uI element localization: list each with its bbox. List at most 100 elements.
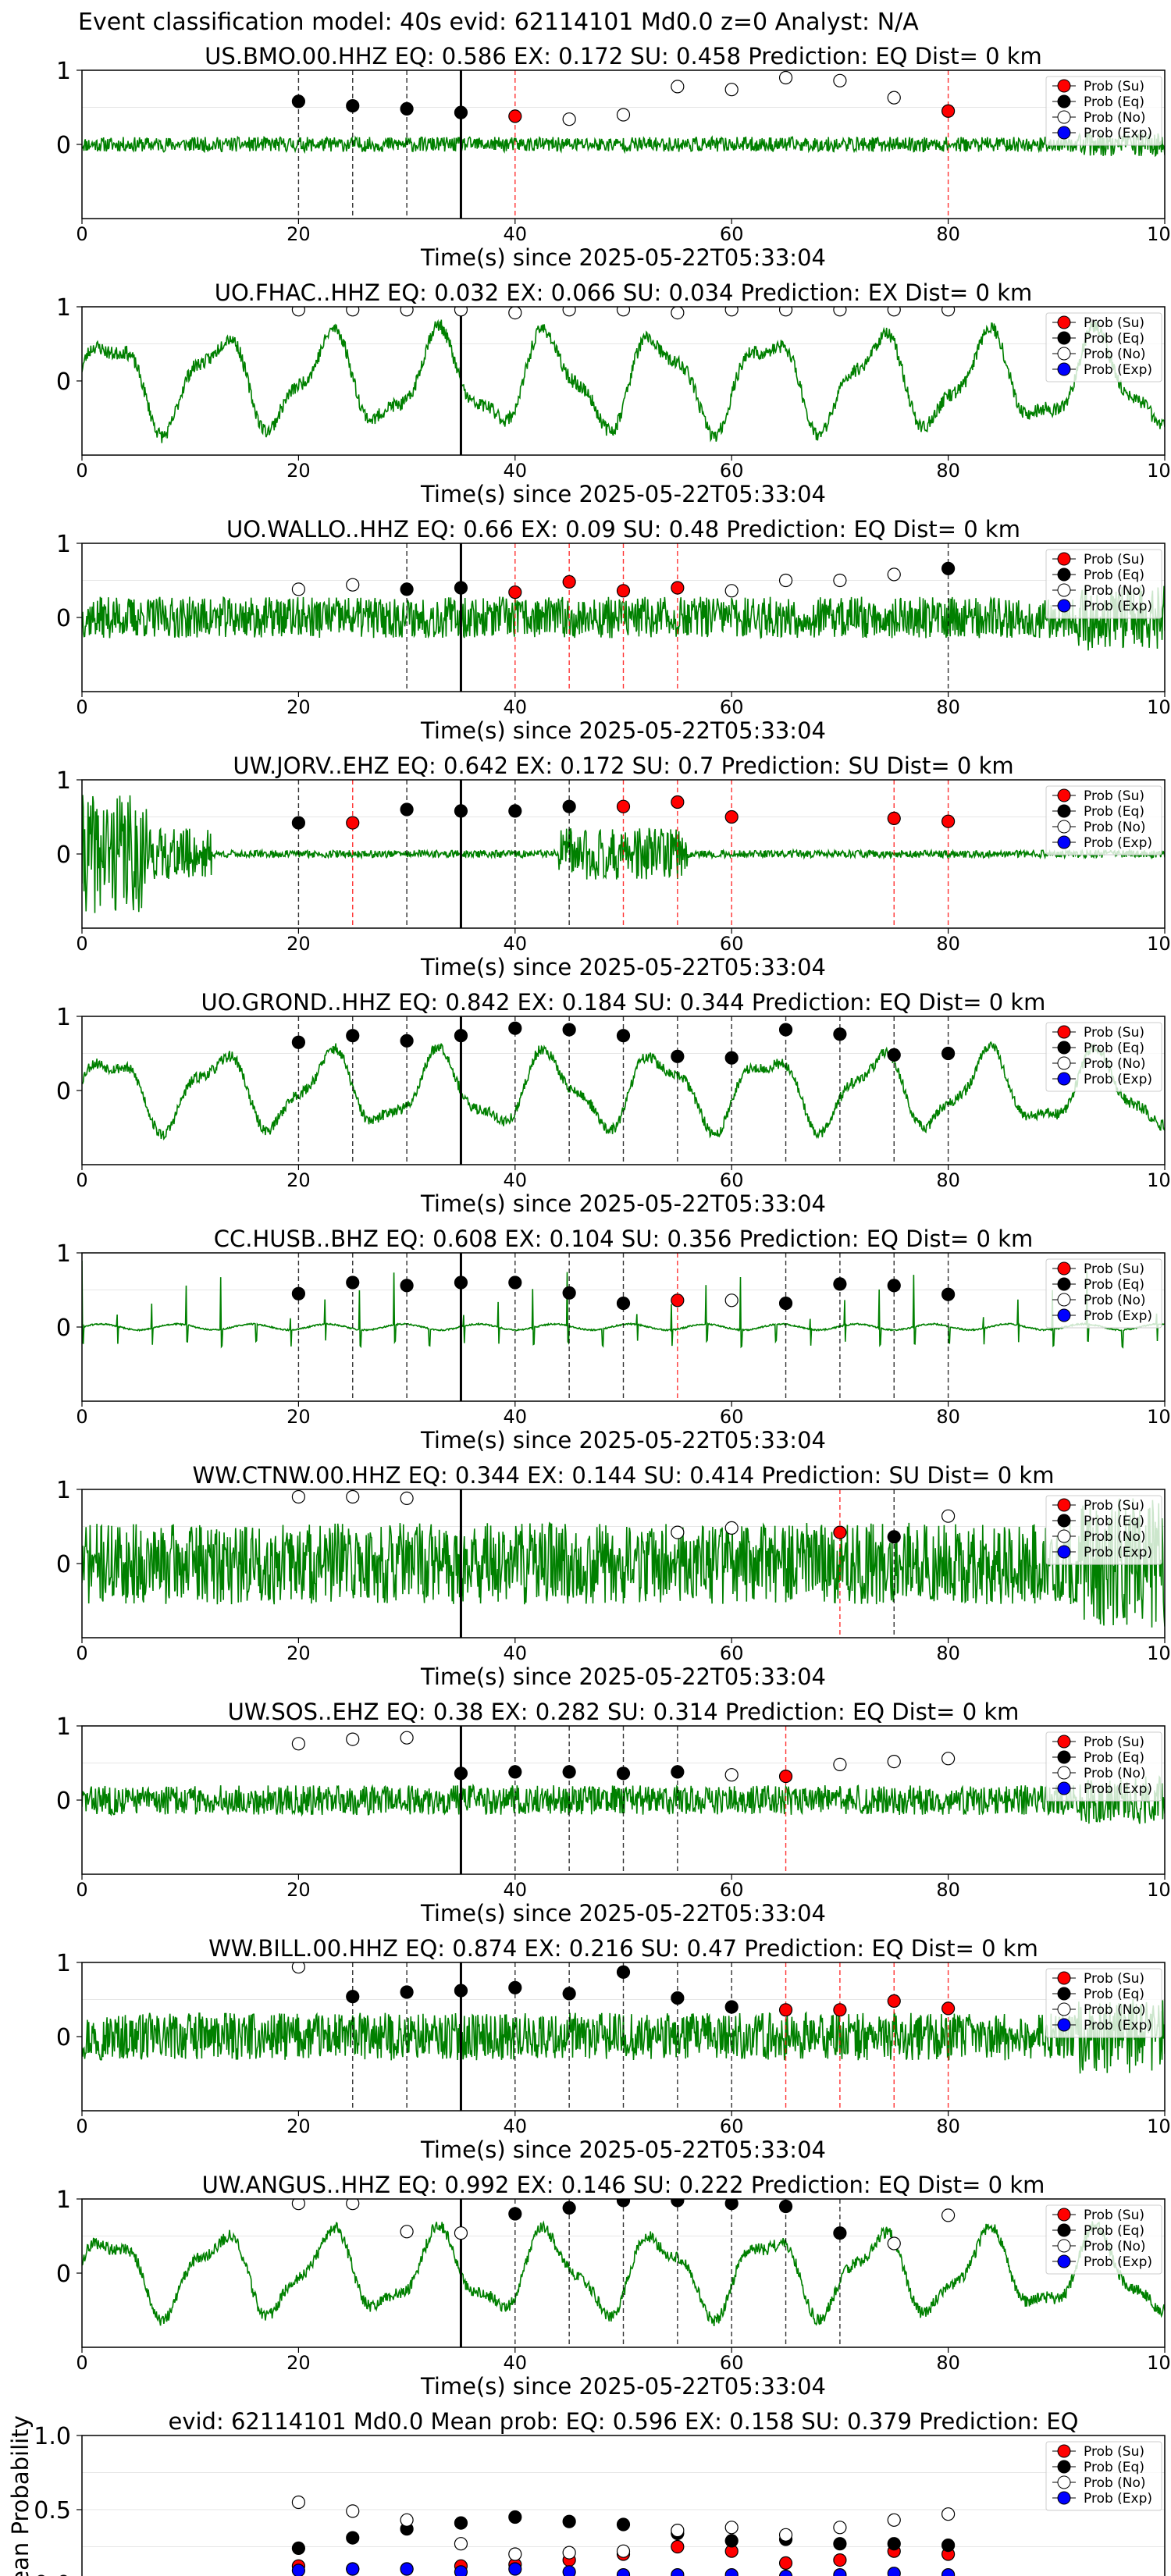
prob-point-su (508, 585, 522, 600)
x-tick-label: 40 (504, 2352, 528, 2374)
mean-point-no (778, 2528, 793, 2542)
x-tick-label: 100 (1147, 1879, 1171, 1901)
legend-box (1045, 1731, 1162, 1802)
plot-area (82, 780, 1165, 928)
legend-label: Prob (Su) (1084, 2208, 1144, 2223)
panel-title: UW.SOS..EHZ EQ: 0.38 EX: 0.282 SU: 0.314… (228, 1699, 1020, 1725)
prob-point-no (778, 70, 793, 85)
x-axis-label: Time(s) since 2025-05-22T05:33:04 (420, 954, 826, 980)
prob-point-su (887, 811, 901, 826)
prob-point-no (887, 91, 901, 105)
x-axis-label: Time(s) since 2025-05-22T05:33:04 (420, 1663, 826, 1690)
prob-point-eq (616, 1965, 631, 1979)
legend-marker-exp (1057, 1781, 1071, 1795)
prob-point-eq (887, 1048, 901, 1062)
legend-label: Prob (Su) (1084, 79, 1144, 94)
x-tick-label: 100 (1147, 1169, 1171, 1191)
x-tick-label: 0 (76, 1169, 87, 1191)
panel-8: WW.BILL.00.HHZ EQ: 0.874 EX: 0.216 SU: 0… (56, 1935, 1171, 2163)
mean-point-eq (833, 2537, 847, 2551)
x-tick-label: 80 (936, 2352, 960, 2374)
mean-point-eq (562, 2514, 576, 2528)
x-tick-label: 60 (720, 460, 744, 482)
mean-point-su (778, 2556, 793, 2570)
x-tick-label: 80 (936, 1642, 960, 1664)
plot-area (82, 543, 1165, 692)
legend-label: Prob (Eq) (1084, 1041, 1144, 1056)
legend-marker-exp (1057, 1072, 1071, 1086)
x-axis-label: Time(s) since 2025-05-22T05:33:04 (420, 244, 826, 271)
mean-point-exp (941, 2568, 956, 2576)
y-tick-label: 1 (56, 767, 71, 795)
legend-box (1045, 2441, 1162, 2511)
prob-point-no (346, 1489, 360, 1504)
prob-point-eq (508, 804, 522, 818)
axes-frame (81, 306, 1166, 456)
legend: Prob (Su)Prob (Eq)Prob (No)Prob (Exp) (1045, 549, 1162, 619)
prob-point-su (671, 581, 685, 595)
x-axis-label: Time(s) since 2025-05-22T05:33:04 (420, 1190, 826, 1217)
prob-point-no (724, 307, 739, 317)
plot-area (82, 2435, 1165, 2576)
prob-point-no (671, 80, 685, 94)
legend: Prob (Su)Prob (Eq)Prob (No)Prob (Exp) (1045, 312, 1162, 382)
panel-title: UO.FHAC..HHZ EQ: 0.032 EX: 0.066 SU: 0.0… (215, 279, 1033, 306)
prob-point-eq (562, 799, 576, 813)
prob-point-eq (833, 1027, 847, 1041)
legend-marker-exp (1057, 2491, 1071, 2505)
prob-point-no (941, 1752, 956, 1766)
legend-box (1045, 1495, 1162, 1565)
legend-box (1045, 549, 1162, 619)
mean-point-eq (291, 2541, 305, 2555)
mean-point-no (291, 2495, 305, 2510)
legend-marker-su (1057, 1498, 1071, 1512)
x-tick-label: 0 (76, 696, 87, 718)
legend-marker-eq (1057, 331, 1071, 345)
x-tick-label: 100 (1147, 1406, 1171, 1428)
legend-label: Prob (Su) (1084, 1025, 1144, 1041)
prob-point-eq (400, 1279, 414, 1293)
mean-point-no (508, 2547, 522, 2561)
legend-label: Prob (Eq) (1084, 2460, 1144, 2475)
x-tick-label: 60 (720, 696, 744, 718)
legend-label: Prob (Exp) (1084, 2491, 1152, 2507)
legend-label: Prob (No) (1084, 820, 1146, 835)
mean-point-eq (346, 2531, 360, 2545)
prob-point-su (616, 799, 631, 813)
legend-marker-su (1057, 1261, 1071, 1276)
x-tick-label: 40 (504, 2115, 528, 2137)
mean-point-exp (887, 2567, 901, 2576)
prob-point-eq (346, 1029, 360, 1043)
prob-point-eq (454, 1984, 468, 1998)
y-tick-label: 1 (56, 58, 71, 85)
prob-point-eq (454, 804, 468, 818)
plot-area (82, 1253, 1165, 1401)
x-tick-label: 100 (1147, 460, 1171, 482)
y-axis-label: Mean Probability (7, 2415, 34, 2576)
prob-point-eq (400, 582, 414, 596)
mean-point-exp (616, 2568, 631, 2576)
legend-marker-eq (1057, 2223, 1071, 2237)
prob-point-eq (346, 1990, 360, 2004)
legend-marker-su (1057, 552, 1071, 566)
y-tick-label: 1 (56, 1477, 71, 1504)
x-tick-label: 60 (720, 1406, 744, 1428)
legend-marker-eq (1057, 1041, 1071, 1055)
prob-point-su (833, 1525, 847, 1539)
y-tick-label: 0 (56, 1078, 71, 1105)
prob-point-eq (616, 1029, 631, 1043)
x-axis-label: Time(s) since 2025-05-22T05:33:04 (420, 2137, 826, 2163)
legend-marker-exp (1057, 126, 1071, 140)
prob-point-eq (724, 1051, 739, 1065)
prob-point-eq (616, 1767, 631, 1781)
y-tick-label: 1 (56, 1950, 71, 1977)
plot-area (82, 1726, 1165, 1874)
legend-marker-eq (1057, 94, 1071, 109)
x-tick-label: 100 (1147, 696, 1171, 718)
legend-label: Prob (Eq) (1084, 331, 1144, 347)
panel-title: WW.CTNW.00.HHZ EQ: 0.344 EX: 0.144 SU: 0… (193, 1462, 1055, 1489)
panel-1: UO.FHAC..HHZ EQ: 0.032 EX: 0.066 SU: 0.0… (56, 279, 1171, 507)
prob-point-su (508, 109, 522, 123)
x-tick-label: 0 (76, 2352, 87, 2374)
prob-point-su (724, 809, 739, 824)
